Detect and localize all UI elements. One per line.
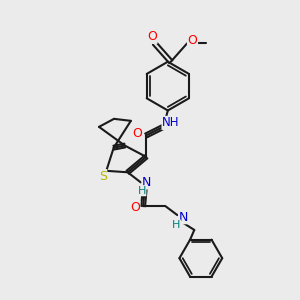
Text: O: O <box>130 201 140 214</box>
Text: O: O <box>147 30 157 43</box>
Text: H: H <box>172 220 181 230</box>
Text: NH: NH <box>162 116 180 130</box>
Text: N: N <box>178 211 188 224</box>
Text: O: O <box>132 127 142 140</box>
Text: N: N <box>142 176 152 189</box>
Text: H: H <box>137 186 146 196</box>
Text: S: S <box>99 170 107 183</box>
Text: O: O <box>188 34 197 47</box>
